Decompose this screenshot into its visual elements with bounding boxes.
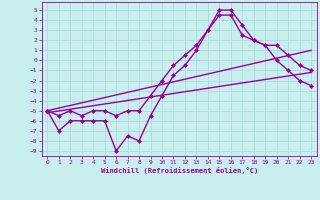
X-axis label: Windchill (Refroidissement éolien,°C): Windchill (Refroidissement éolien,°C): [100, 167, 258, 174]
